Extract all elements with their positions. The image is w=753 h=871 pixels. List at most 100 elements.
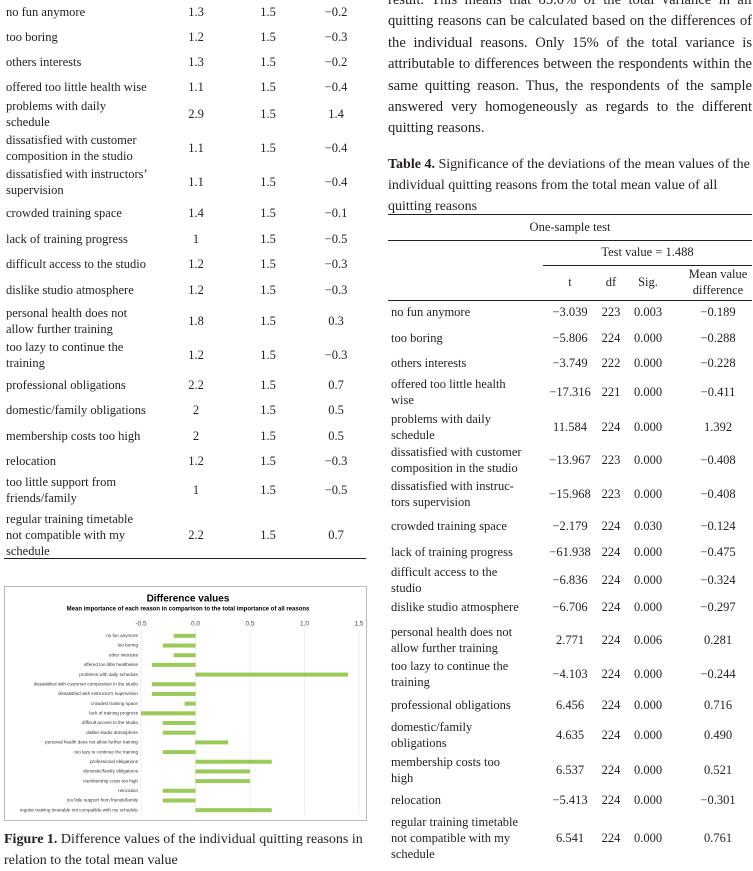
caption-text: Significance of the deviations of the me…: [388, 157, 750, 214]
cell: 0.281: [703, 633, 733, 647]
cell: 224: [601, 633, 621, 647]
caption-text: Difference values of the individual quit…: [4, 832, 363, 868]
figure-title: Difference values: [147, 594, 230, 605]
rule: [543, 265, 752, 266]
bar: [162, 798, 196, 803]
row-label: lack of training progress: [6, 232, 128, 246]
cell: −0.1: [324, 206, 348, 220]
cell: −0.2: [324, 5, 348, 19]
figure-subtitle: Mean importance of each reason in compar…: [67, 607, 310, 613]
cell: −0.189: [700, 305, 736, 319]
cell: 0.7: [328, 528, 344, 542]
cell: 1.5: [260, 107, 276, 121]
cell: 4.635: [555, 728, 585, 742]
cell: −0.124: [700, 519, 736, 533]
cell: 2.2: [188, 528, 204, 542]
bar: [195, 759, 272, 764]
row-label: too little support from friends/family: [6, 475, 117, 505]
cell: 0.000: [633, 763, 663, 777]
y-tick-label: no fun anymore: [106, 633, 138, 638]
cell: −0.3: [324, 348, 348, 362]
cell: 1: [192, 483, 200, 497]
cell: 0.490: [703, 728, 733, 742]
caption-label: Table 4.: [388, 157, 435, 172]
cell: 1.2: [188, 257, 204, 271]
cell: 224: [601, 600, 621, 614]
y-tick-label: domestic/family obligations: [83, 769, 139, 774]
bar: [195, 779, 250, 784]
x-tick-label: 0,5: [245, 621, 254, 628]
row-label: difficult access to the studio: [6, 257, 147, 271]
row-label: offered too little health wise: [391, 377, 506, 407]
cell: 0.5: [328, 429, 344, 443]
cell: 0.000: [633, 487, 663, 501]
cell: −0.3: [324, 30, 348, 44]
rule: [388, 214, 752, 215]
y-tick-label: too little support from friends/family: [67, 798, 139, 803]
row-label: regular training timetable not compatibl…: [6, 512, 134, 558]
cell: −0.4: [324, 80, 348, 94]
group-header: One-sample test: [529, 220, 611, 234]
bar: [195, 672, 349, 677]
row-label: dissatisfied with customer composition i…: [6, 133, 137, 163]
row-label: crowded training space: [6, 206, 122, 220]
cell: −17.316: [549, 385, 591, 399]
figure: Difference values Mean importance of eac…: [4, 586, 367, 821]
cell: 1.5: [260, 378, 276, 392]
y-tick-label: too lazy to continue the training: [74, 749, 138, 754]
cell: 2: [192, 403, 200, 417]
cell: −0.408: [700, 487, 736, 501]
bar: [162, 721, 196, 725]
y-tick-label: dissatisfied with instructor's supervisi…: [58, 691, 138, 696]
row-label: relocation: [391, 793, 441, 807]
x-tick-label: 1,0: [300, 621, 309, 628]
bar: [173, 633, 196, 638]
row-label: personal health does not allow further t…: [391, 625, 513, 655]
row-label: difficult access to the studio: [391, 565, 498, 595]
cell: −2.179: [552, 519, 588, 533]
cell: 1.5: [260, 55, 276, 69]
cell: 1.5: [260, 483, 276, 497]
row-label: others interests: [6, 55, 82, 69]
row-label: dissatisfied with instructors’ supervisi…: [6, 167, 148, 197]
cell: 224: [601, 728, 621, 742]
cell: −0.3: [324, 257, 348, 271]
cell: 1.5: [260, 528, 276, 542]
cell: 1.5: [260, 141, 276, 155]
y-tick-label: membership costs too high: [83, 778, 138, 783]
cell: −0.228: [700, 356, 736, 370]
cell: 0.000: [633, 545, 663, 559]
cell: 221: [601, 385, 621, 399]
cell: 2: [192, 429, 200, 443]
cell: 0.716: [703, 698, 733, 712]
cell: 6.537: [555, 763, 585, 777]
row-label: others interests: [391, 356, 467, 370]
cell: 1.5: [260, 257, 276, 271]
cell: 0.5: [328, 403, 344, 417]
cell: 6.541: [555, 831, 585, 845]
y-tick-label: relocation: [118, 788, 138, 793]
row-label: professional obligations: [6, 378, 126, 392]
y-tick-label: dissatisfied with customer composition i…: [34, 681, 139, 686]
cell: 2.9: [188, 107, 204, 121]
row-label: domestic/family obligations: [6, 403, 146, 417]
cell: −0.411: [700, 385, 736, 399]
cell: 0.000: [633, 793, 663, 807]
row-label: dissatisfied with instruc- tors supervis…: [391, 479, 514, 509]
cell: 1: [192, 232, 200, 246]
cell: 1.5: [260, 232, 276, 246]
cell: 0.003: [633, 305, 663, 319]
cell: 0.030: [633, 519, 663, 533]
cell: 1.4: [188, 206, 204, 220]
rule: [4, 558, 366, 559]
cell: −6.706: [552, 600, 588, 614]
cell: 0.3: [328, 314, 344, 328]
cell: 1.5: [260, 348, 276, 362]
cell: 224: [601, 420, 621, 434]
cell: −0.3: [324, 454, 348, 468]
cell: 224: [601, 793, 621, 807]
cell: −4.103: [552, 667, 588, 681]
bar: [162, 750, 196, 755]
bar: [151, 662, 196, 667]
